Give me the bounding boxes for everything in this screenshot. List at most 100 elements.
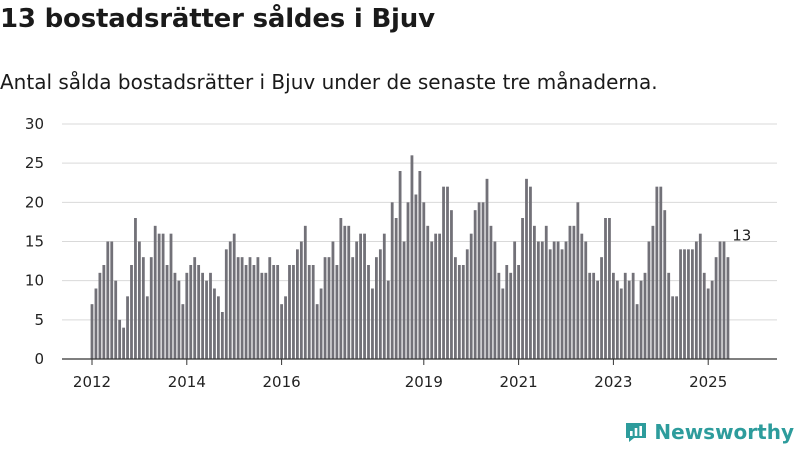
bar <box>608 218 611 359</box>
bar <box>236 257 240 359</box>
bar <box>217 296 220 359</box>
y-tick-label: 10 <box>25 272 44 290</box>
bar <box>134 218 137 359</box>
x-tick-label: 2012 <box>73 373 111 391</box>
bar <box>359 233 362 359</box>
bar <box>675 296 678 359</box>
x-tick-label: 2025 <box>689 373 727 391</box>
bar <box>584 241 588 359</box>
bar <box>98 272 102 359</box>
bar <box>560 249 564 359</box>
bar <box>382 233 386 359</box>
bar <box>248 257 252 359</box>
bar <box>240 257 244 359</box>
bar <box>422 202 426 359</box>
bar <box>627 280 631 359</box>
bar <box>153 225 157 359</box>
bar <box>536 241 540 359</box>
bar <box>185 272 189 359</box>
bar <box>209 272 212 359</box>
bar <box>647 241 651 359</box>
bar <box>375 257 378 359</box>
bar <box>430 241 434 359</box>
bar <box>130 265 133 359</box>
bar <box>315 304 319 359</box>
bar <box>102 265 106 359</box>
data-label: 13 <box>732 227 751 245</box>
bar <box>252 265 256 359</box>
bar <box>509 272 513 359</box>
bar <box>501 288 505 359</box>
bar <box>612 272 615 359</box>
bar <box>529 186 532 359</box>
bar <box>489 225 493 359</box>
bar <box>667 272 671 359</box>
bar <box>378 249 382 359</box>
bar <box>331 241 335 359</box>
y-tick-label: 5 <box>34 311 44 329</box>
brand-logo[interactable]: Newsworthy <box>624 420 794 444</box>
bar <box>521 218 524 359</box>
bar <box>663 210 667 359</box>
y-tick-label: 15 <box>25 233 44 251</box>
bar <box>615 280 619 359</box>
bar <box>481 202 485 359</box>
bar <box>307 265 311 359</box>
bars <box>90 155 730 359</box>
bar <box>679 249 682 359</box>
bar <box>145 296 149 359</box>
bar <box>402 241 406 359</box>
y-axis-ticks: 0 5 10 15 20 25 30 <box>25 115 44 368</box>
bar <box>106 241 110 359</box>
bar <box>497 272 501 359</box>
bar <box>604 218 607 359</box>
bar <box>706 288 710 359</box>
bar <box>635 304 639 359</box>
bar <box>232 233 236 359</box>
bar <box>442 186 445 359</box>
bar <box>552 241 556 359</box>
bar <box>303 225 307 359</box>
bar <box>197 265 201 359</box>
bar <box>687 249 690 359</box>
bar <box>224 249 228 359</box>
bar <box>493 241 497 359</box>
bar <box>457 265 461 359</box>
bar <box>659 186 663 359</box>
bar <box>434 233 438 359</box>
bar <box>446 186 449 359</box>
y-tick-label: 25 <box>25 154 44 172</box>
bar <box>576 202 580 359</box>
bar <box>256 257 260 359</box>
bar <box>205 280 208 359</box>
x-axis: 2012 2014 2016 2019 2021 2023 2025 <box>62 358 777 391</box>
bar <box>544 225 548 359</box>
bar <box>572 225 576 359</box>
bar <box>173 272 177 359</box>
bar <box>371 288 374 359</box>
x-tick-label: 2023 <box>594 373 632 391</box>
bar <box>311 265 315 359</box>
bar <box>671 296 675 359</box>
bar <box>189 265 193 359</box>
bar <box>90 304 94 359</box>
bar <box>193 257 197 359</box>
bar <box>477 202 481 359</box>
bar <box>335 265 339 359</box>
bar <box>319 288 323 359</box>
bar <box>710 280 714 359</box>
bar <box>418 171 422 359</box>
bar <box>177 280 181 359</box>
x-tick-label: 2021 <box>500 373 538 391</box>
bar <box>600 257 603 359</box>
bar <box>138 241 141 359</box>
bar <box>181 304 185 359</box>
bar <box>631 272 635 359</box>
bar <box>714 257 718 359</box>
bar <box>339 218 343 359</box>
bar <box>323 257 327 359</box>
bar <box>165 265 169 359</box>
bar <box>517 265 520 359</box>
bar <box>525 178 528 359</box>
